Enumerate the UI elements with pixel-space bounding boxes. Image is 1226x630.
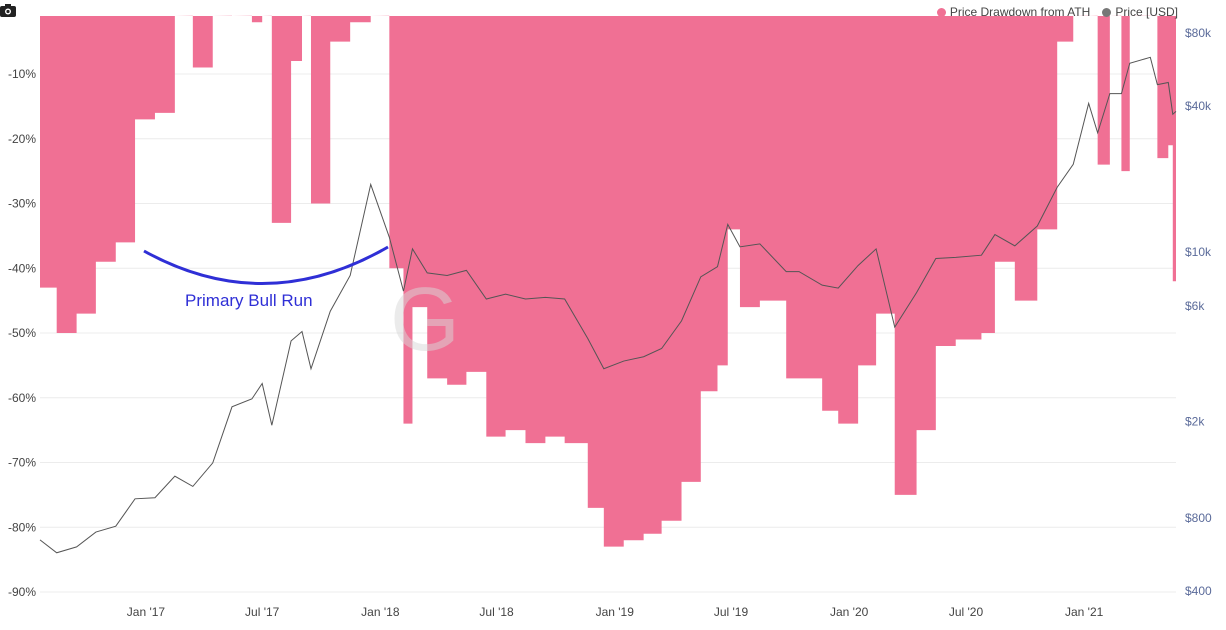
x-tick-label: Jul '17 [245,605,280,619]
y-left-tick-label: -60% [8,391,36,405]
watermark: G [390,270,460,370]
camera-icon[interactable] [0,4,16,17]
bull-run-arc [143,245,389,285]
y-right-tick-label: $2k [1185,415,1205,429]
legend: Price Drawdown from ATH Price [USD] [936,5,1178,19]
x-tick-label: Jan '18 [361,605,400,619]
y-left-tick-label: -50% [8,326,36,340]
price-dot-icon [1102,8,1112,17]
y-right-tick-label: $400 [1185,584,1212,598]
x-tick-label: Jan '17 [127,605,166,619]
y-right-tick-label: $800 [1185,511,1212,525]
y-right-tick-label: $40k [1185,99,1212,113]
legend-label: Price Drawdown from ATH [949,5,1091,19]
y-left-tick-label: -70% [8,456,36,470]
y-left-tick-label: -40% [8,261,36,275]
price-line [39,56,1177,554]
annotation-label: Primary Bull Run [185,291,313,310]
drawdown-area [40,15,1176,547]
y-left-tick-label: -80% [8,520,36,534]
x-tick-label: Jan '20 [830,605,869,619]
y-right-tick-label: $10k [1185,245,1212,259]
x-tick-label: Jan '19 [596,605,635,619]
x-tick-label: Jul '19 [714,605,749,619]
y-left-tick-label: -30% [8,197,36,211]
y-right-tick-label: $6k [1185,299,1205,313]
x-tick-label: Jul '18 [479,605,514,619]
legend-item-price[interactable]: Price [USD] [1102,5,1178,19]
drawdown-dot-icon [936,8,946,17]
legend-label: Price [USD] [1115,5,1178,19]
y-left-tick-label: -90% [8,585,36,599]
y-right-tick-label: $80k [1185,26,1212,40]
x-tick-label: Jul '20 [949,605,984,619]
x-tick-label: Jan '21 [1065,605,1104,619]
y-left-tick-label: -10% [8,67,36,81]
legend-item-drawdown[interactable]: Price Drawdown from ATH [936,5,1091,19]
y-left-tick-label: -20% [8,132,36,146]
